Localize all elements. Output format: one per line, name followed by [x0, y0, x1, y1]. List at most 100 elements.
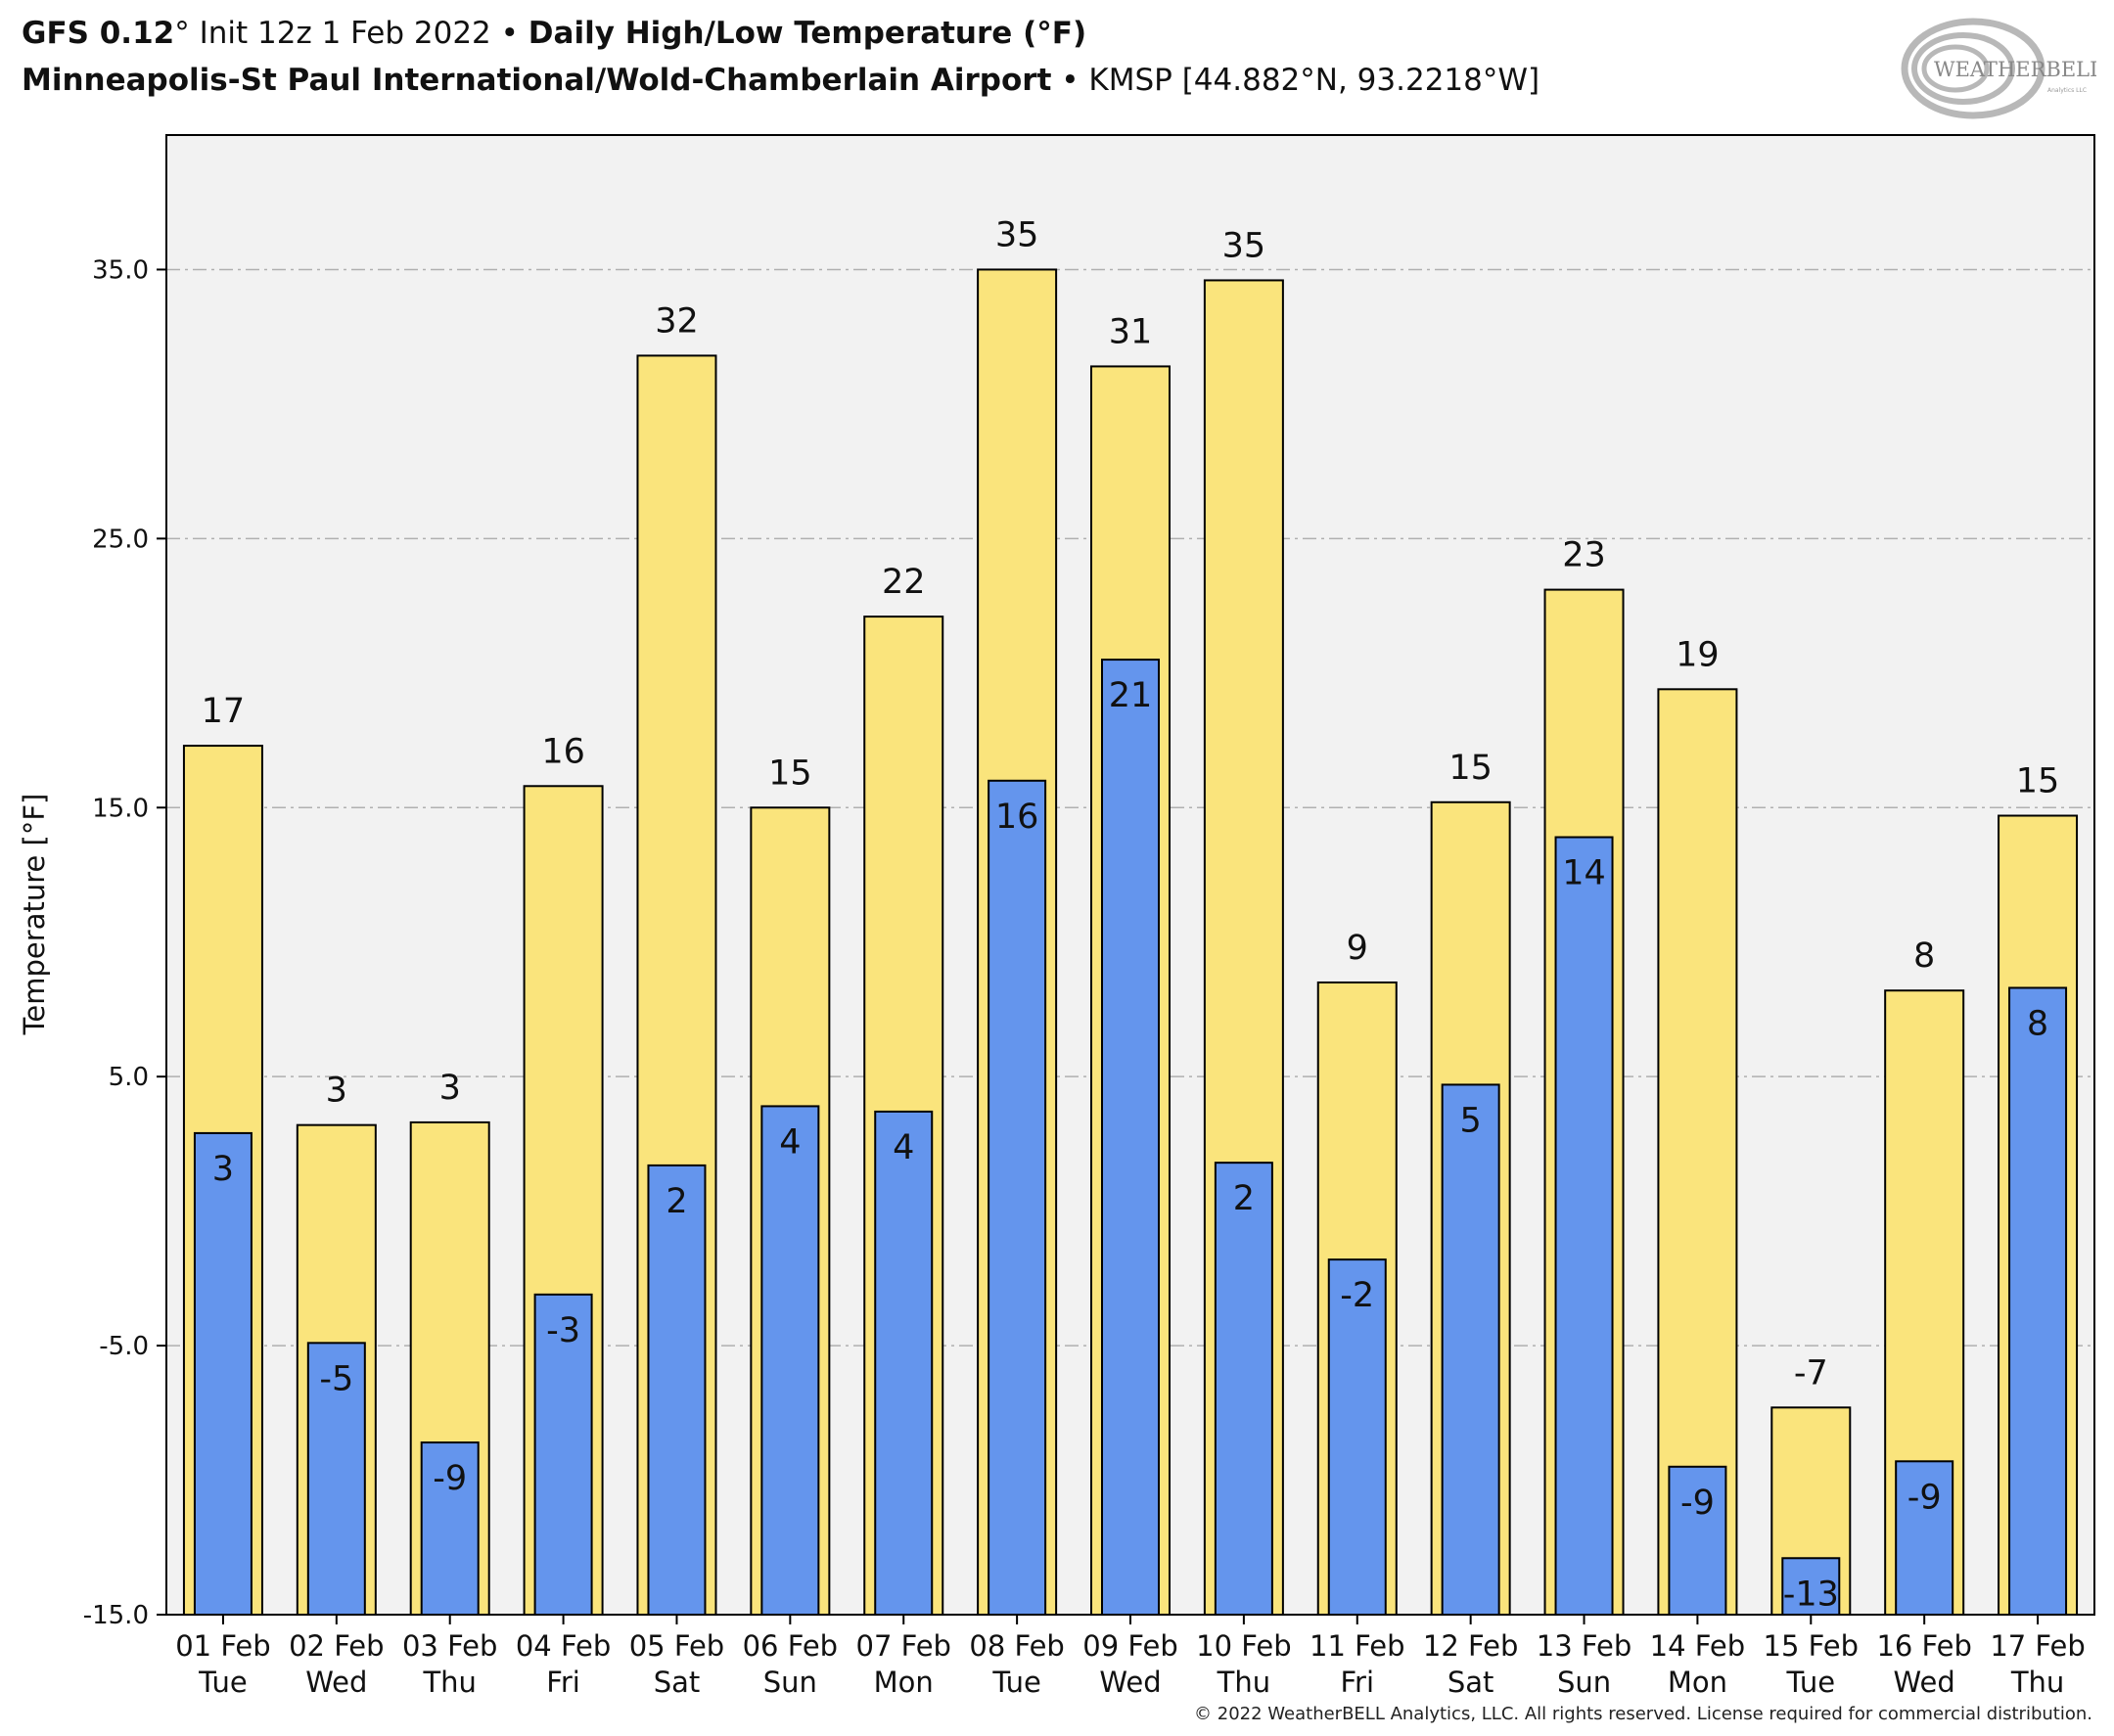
y-tick-label: 15.0 — [92, 794, 149, 823]
header-line-2: Minneapolis-St Paul International/Wold-C… — [22, 57, 1540, 104]
x-tick-weekday: Sun — [763, 1666, 817, 1699]
x-tick-date: 03 Feb — [402, 1629, 497, 1663]
separator-bullet: • — [490, 16, 528, 51]
high-value-label: 15 — [768, 754, 812, 793]
low-value-label: 5 — [1460, 1101, 1482, 1140]
model-name: GFS 0.12 — [22, 16, 175, 51]
y-axis-label: Temperature [°F] — [18, 794, 51, 1036]
low-value-label: -9 — [1680, 1484, 1715, 1523]
low-value-label: -5 — [319, 1359, 353, 1398]
low-value-label: 4 — [893, 1128, 914, 1167]
low-value-label: 2 — [666, 1182, 687, 1221]
x-tick-weekday: Thu — [1217, 1666, 1270, 1699]
y-tick-label: 35.0 — [92, 255, 149, 285]
low-bar — [420, 1441, 480, 1617]
x-tick-weekday: Wed — [305, 1666, 367, 1699]
high-value-label: -7 — [1794, 1353, 1828, 1393]
x-tick-date: 10 Feb — [1196, 1629, 1291, 1663]
x-tick-date: 11 Feb — [1310, 1629, 1404, 1663]
high-value-label: 15 — [1448, 749, 1493, 788]
x-tick-weekday: Tue — [991, 1666, 1041, 1699]
low-bar — [1327, 1258, 1387, 1616]
x-tick-date: 07 Feb — [856, 1629, 951, 1663]
low-bar — [533, 1293, 593, 1616]
x-tick-date: 14 Feb — [1650, 1629, 1745, 1663]
high-bar — [1657, 688, 1738, 1616]
low-value-label: 4 — [779, 1122, 801, 1162]
low-bar — [760, 1105, 820, 1617]
x-tick-date: 16 Feb — [1876, 1629, 1971, 1663]
plot-frame — [165, 134, 2095, 1616]
logo-text: WEATHERBELL — [1934, 58, 2096, 81]
x-tick-weekday: Thu — [2010, 1666, 2064, 1699]
x-tick-date: 06 Feb — [743, 1629, 838, 1663]
x-tick-weekday: Tue — [1786, 1666, 1836, 1699]
init-time: Init 12z 1 Feb 2022 — [189, 16, 491, 51]
low-bar — [988, 779, 1047, 1616]
y-axis: -15.0 -5.0 5.0 15.0 25.0 35.0 — [83, 255, 166, 1630]
x-tick-date: 09 Feb — [1082, 1629, 1177, 1663]
bars — [182, 268, 2079, 1617]
low-bar — [874, 1110, 934, 1617]
high-value-label: 23 — [1562, 536, 1606, 575]
x-tick-date: 17 Feb — [1990, 1629, 2085, 1663]
x-tick-date: 15 Feb — [1764, 1629, 1859, 1663]
x-tick-weekday: Fri — [546, 1666, 580, 1699]
x-tick-weekday: Sun — [1557, 1666, 1611, 1699]
x-tick-weekday: Mon — [1668, 1666, 1727, 1699]
x-tick-date: 13 Feb — [1537, 1629, 1631, 1663]
x-tick-date: 04 Feb — [516, 1629, 611, 1663]
separator-bullet-2: • — [1051, 63, 1089, 98]
x-tick-date: 02 Feb — [289, 1629, 384, 1663]
low-bar — [1554, 836, 1614, 1616]
x-tick-weekday: Fri — [1340, 1666, 1374, 1699]
low-value-label: 16 — [995, 798, 1039, 837]
y-tick-label: -5.0 — [99, 1332, 149, 1361]
high-value-label: 9 — [1347, 929, 1368, 968]
low-bar — [1214, 1162, 1273, 1616]
low-value-label: -2 — [1340, 1276, 1374, 1315]
low-value-label: -3 — [546, 1311, 580, 1350]
high-value-label: 31 — [1109, 312, 1153, 351]
degree-sign: ° — [174, 16, 190, 51]
low-bar — [1668, 1465, 1727, 1617]
high-value-label: 19 — [1676, 635, 1720, 674]
logo-subtext: Analytics LLC — [2047, 87, 2087, 94]
low-value-label: 8 — [2027, 1004, 2048, 1043]
x-tick-weekday: Wed — [1099, 1666, 1161, 1699]
logo-swirl-icon — [1901, 18, 2045, 119]
low-value-label: 21 — [1109, 676, 1153, 715]
station-info: KMSP [44.882°N, 93.2218°W] — [1088, 63, 1540, 98]
x-tick-date: 08 Feb — [969, 1629, 1064, 1663]
x-tick-weekday: Wed — [1894, 1666, 1955, 1699]
low-value-label: 2 — [1233, 1179, 1255, 1218]
low-value-label: -13 — [1783, 1575, 1839, 1614]
high-value-label: 3 — [439, 1069, 461, 1108]
high-value-label: 35 — [995, 215, 1039, 254]
low-bar — [1101, 659, 1160, 1616]
x-tick-date: 12 Feb — [1423, 1629, 1518, 1663]
low-bar — [647, 1164, 707, 1617]
x-tick-weekday: Thu — [422, 1666, 476, 1699]
high-value-label: 35 — [1222, 226, 1266, 265]
header-line-1: GFS 0.12° Init 12z 1 Feb 2022 • Daily Hi… — [22, 10, 1540, 57]
low-value-label: 3 — [212, 1150, 234, 1189]
weatherbell-logo: WEATHERBELL Analytics LLC — [1895, 14, 2103, 123]
high-value-label: 8 — [1913, 937, 1935, 976]
x-tick-weekday: Sat — [1448, 1666, 1494, 1699]
high-value-label: 16 — [541, 732, 585, 771]
high-value-label: 15 — [2016, 762, 2060, 801]
low-bar — [306, 1342, 366, 1616]
x-tick-weekday: Mon — [874, 1666, 934, 1699]
station-name: Minneapolis-St Paul International/Wold-C… — [22, 63, 1052, 98]
high-value-label: 32 — [655, 301, 699, 341]
product-name: Daily High/Low Temperature (°F) — [528, 16, 1087, 51]
x-tick-date: 05 Feb — [629, 1629, 724, 1663]
high-value-label: 17 — [202, 692, 246, 731]
low-value-label: -9 — [433, 1459, 467, 1498]
low-value-label: -9 — [1907, 1478, 1942, 1517]
low-bar — [2008, 986, 2068, 1616]
copyright-notice: © 2022 WeatherBELL Analytics, LLC. All r… — [1194, 1704, 2092, 1724]
